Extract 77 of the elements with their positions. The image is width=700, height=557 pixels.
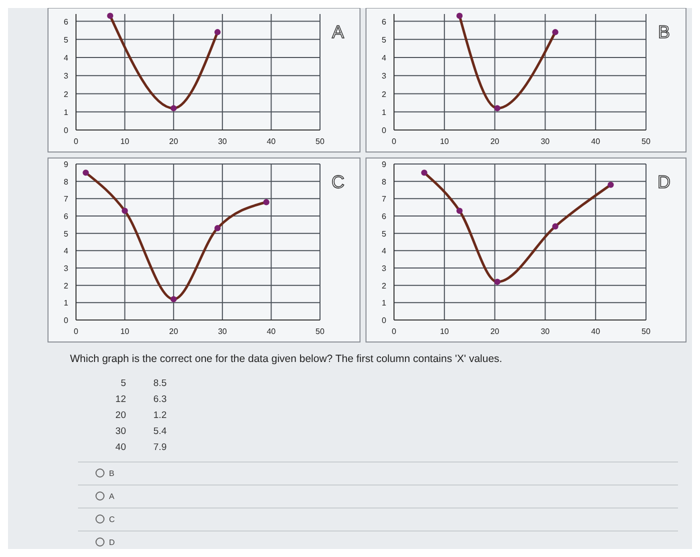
y-tick-label: 8 [64, 177, 69, 186]
y-tick-label: 6 [382, 17, 387, 26]
y-tick-label: 5 [64, 35, 69, 44]
y-tick-label: 4 [382, 246, 387, 256]
y-tick-label: 1 [64, 298, 69, 308]
text: D [109, 538, 115, 547]
y-tick-label: 2 [382, 90, 387, 99]
x-tick-label: 20 [169, 137, 179, 146]
text: 8.5 [153, 378, 167, 389]
text: 40 [115, 442, 126, 453]
x-tick-label: 10 [440, 137, 450, 146]
x-tick-label: 40 [591, 137, 601, 146]
y-tick-label: 2 [382, 281, 387, 290]
x-tick-label: 0 [392, 327, 397, 336]
x-tick-label: 10 [120, 137, 130, 146]
text: B [109, 469, 114, 478]
x-tick-label: 30 [540, 137, 550, 146]
x-tick-label: 10 [440, 327, 450, 336]
y-tick-label: 0 [64, 316, 69, 325]
y-tick-label: 0 [64, 126, 69, 135]
x-tick-label: 20 [490, 327, 500, 336]
y-tick-label: 5 [382, 35, 387, 44]
text: 1.2 [153, 410, 167, 421]
x-tick-label: 50 [642, 327, 651, 336]
text: A [109, 492, 115, 501]
x-tick-label: 0 [74, 327, 79, 336]
y-tick-label: 1 [382, 108, 387, 117]
text: A [332, 22, 344, 42]
x-tick-label: 20 [490, 137, 500, 146]
y-tick-label: 7 [64, 194, 69, 204]
y-tick-label: 1 [382, 298, 387, 308]
y-tick-label: 4 [64, 246, 69, 256]
x-tick-label: 40 [266, 137, 276, 146]
y-tick-label: 7 [382, 194, 387, 204]
x-tick-label: 30 [218, 137, 228, 146]
y-tick-label: 6 [64, 212, 69, 221]
y-tick-label: 1 [64, 108, 69, 117]
text: C [332, 172, 344, 192]
x-tick-label: 0 [392, 137, 397, 146]
text: 12 [115, 394, 126, 405]
x-tick-label: 30 [218, 327, 228, 336]
x-tick-label: 30 [540, 327, 550, 336]
y-tick-label: 5 [382, 229, 387, 238]
x-tick-label: 50 [642, 137, 651, 146]
text: 7.9 [153, 442, 167, 453]
text: Which graph is the correct one for the data given below? The first column contains 'X' values. [70, 353, 502, 365]
x-tick-label: 40 [266, 327, 276, 336]
text: C [109, 515, 115, 524]
x-tick-label: 10 [120, 327, 130, 336]
x-tick-label: 0 [74, 137, 79, 146]
y-tick-label: 3 [382, 264, 387, 273]
text: 5 [120, 378, 126, 389]
y-tick-label: 2 [64, 281, 69, 290]
y-tick-label: 2 [64, 90, 69, 99]
y-tick-label: 3 [382, 72, 387, 81]
y-tick-label: 9 [382, 160, 387, 169]
y-tick-label: 6 [64, 17, 69, 26]
text: 30 [115, 426, 126, 437]
x-tick-label: 50 [316, 137, 325, 146]
text: 20 [115, 410, 126, 421]
y-tick-label: 3 [64, 72, 69, 81]
text: 6.3 [153, 394, 167, 405]
text: D [658, 172, 670, 192]
text: B [658, 22, 670, 42]
y-tick-label: 0 [382, 316, 387, 325]
y-tick-label: 6 [382, 212, 387, 221]
y-tick-label: 3 [64, 264, 69, 273]
x-tick-label: 20 [169, 327, 179, 336]
text: 5.4 [153, 426, 167, 437]
y-tick-label: 4 [64, 54, 69, 62]
y-tick-label: 0 [382, 126, 387, 135]
y-tick-label: 8 [382, 177, 387, 186]
y-tick-label: 4 [382, 54, 387, 62]
x-tick-label: 50 [316, 327, 325, 336]
x-tick-label: 40 [591, 327, 601, 336]
y-tick-label: 5 [64, 229, 69, 238]
y-tick-label: 9 [64, 160, 69, 169]
